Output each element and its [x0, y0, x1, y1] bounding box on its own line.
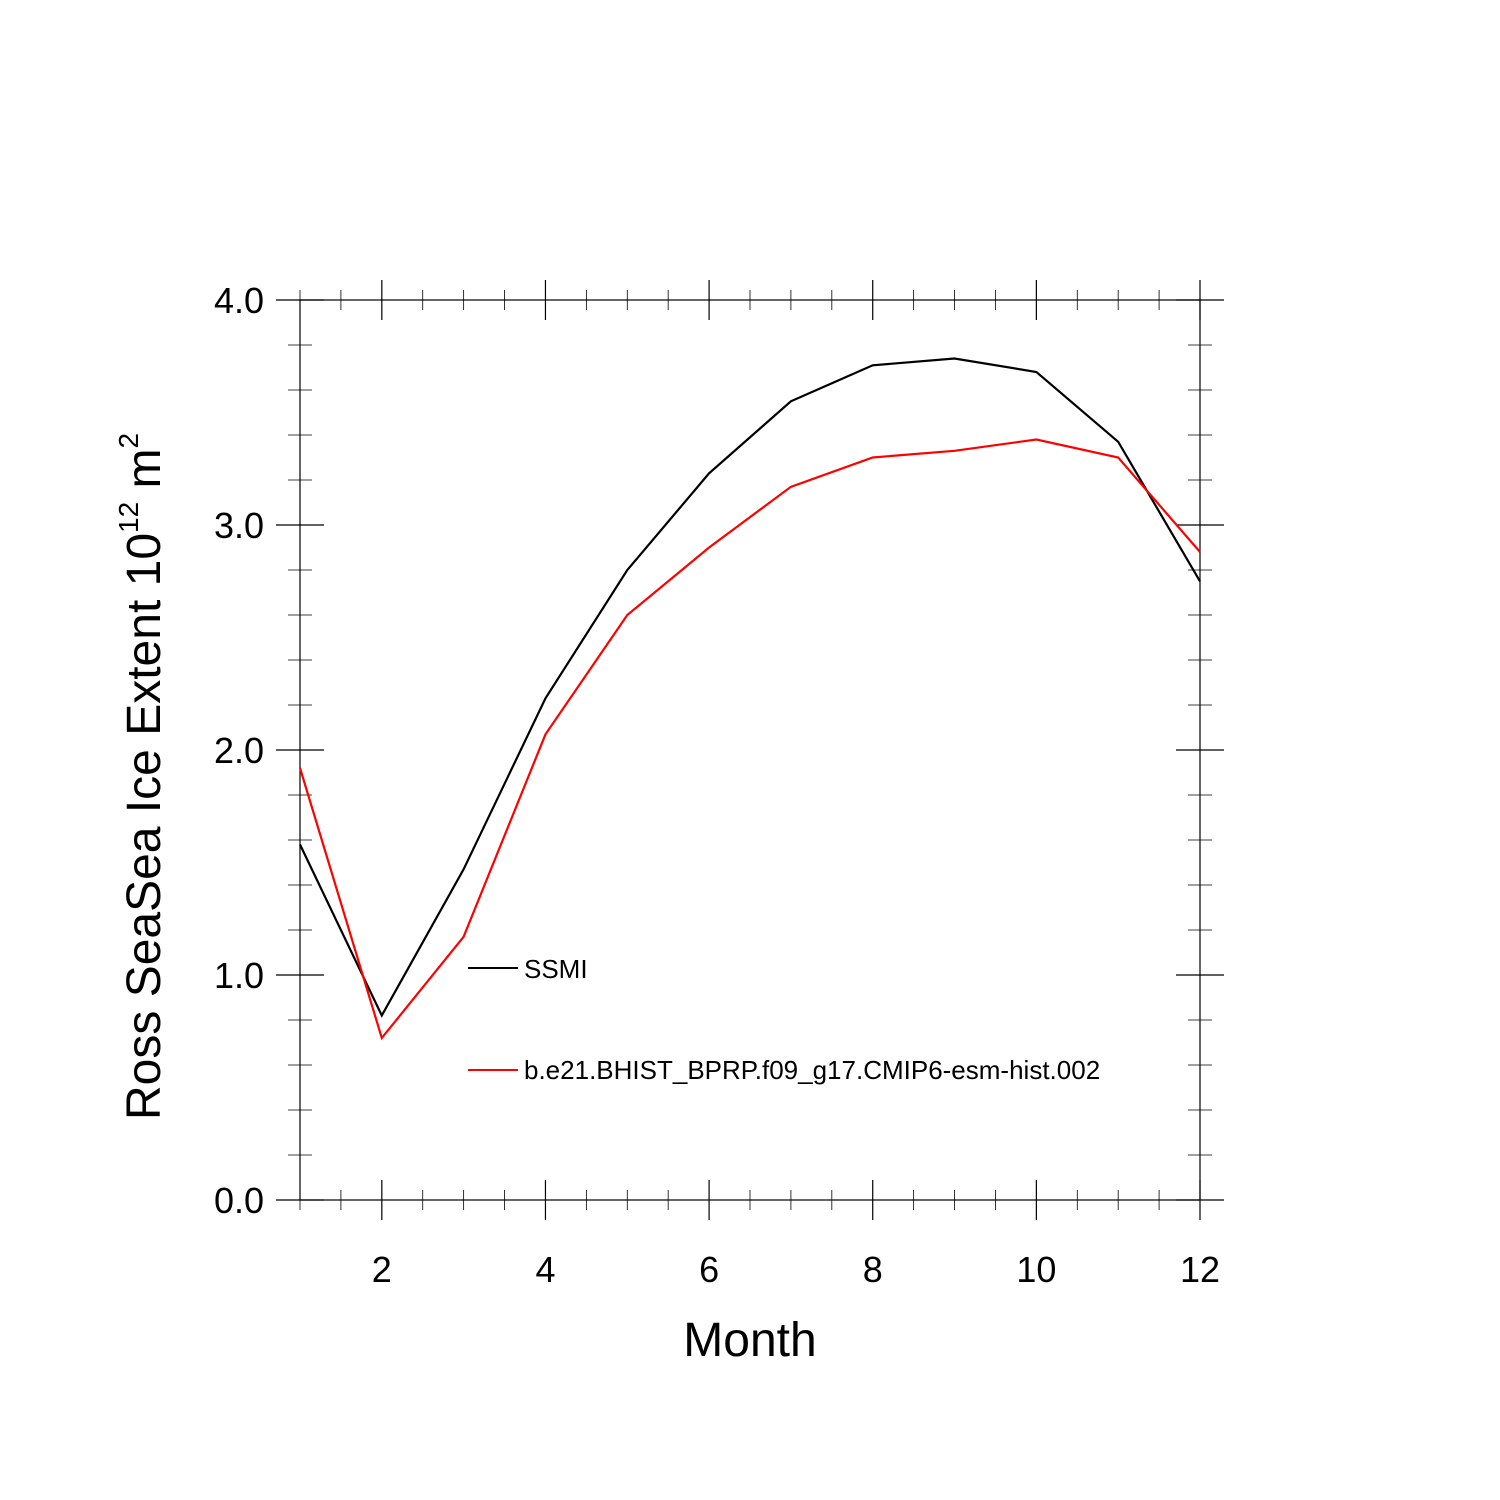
x-tick-labels: 2 4 6 8 10 12 [372, 1249, 1220, 1290]
x-axis-title: Month [683, 1314, 816, 1367]
legend-label-model: b.e21.BHIST_BPRP.f09_g17.CMIP6-esm-hist.… [524, 1055, 1100, 1085]
y-axis-title-unit-exponent: 2 [113, 433, 144, 449]
y-tick-label: 0.0 [214, 1180, 264, 1221]
x-tick-label: 4 [535, 1249, 555, 1290]
series-line-ssmi [299, 357, 1201, 1018]
y-tick-label: 4.0 [214, 280, 264, 321]
y-tick-label: 1.0 [214, 955, 264, 996]
y-tick-label: 2.0 [214, 730, 264, 771]
x-tick-label: 6 [699, 1249, 719, 1290]
x-tick-label: 8 [863, 1249, 883, 1290]
y-tick-labels: 0.0 1.0 2.0 3.0 4.0 [214, 280, 264, 1221]
x-tick-label: 10 [1016, 1249, 1056, 1290]
x-tick-label: 2 [372, 1249, 392, 1290]
legend: SSMI b.e21.BHIST_BPRP.f09_g17.CMIP6-esm-… [468, 954, 1100, 1085]
y-axis-title-exponent: 12 [113, 502, 144, 533]
y-axis-title-unit: m [118, 449, 171, 502]
y-tick-label: 3.0 [214, 505, 264, 546]
plot-frame [299, 299, 1201, 1201]
y-axis-title: Ross SeaSea Ice Extent 1012 m2 [113, 433, 171, 1120]
series-layer [298, 357, 1201, 1041]
series-line-model [298, 438, 1201, 1041]
x-tick-label: 12 [1180, 1249, 1220, 1290]
legend-label-ssmi: SSMI [524, 954, 588, 984]
y-axis-title-main: Ross SeaSea Ice Extent 10 [118, 533, 171, 1120]
